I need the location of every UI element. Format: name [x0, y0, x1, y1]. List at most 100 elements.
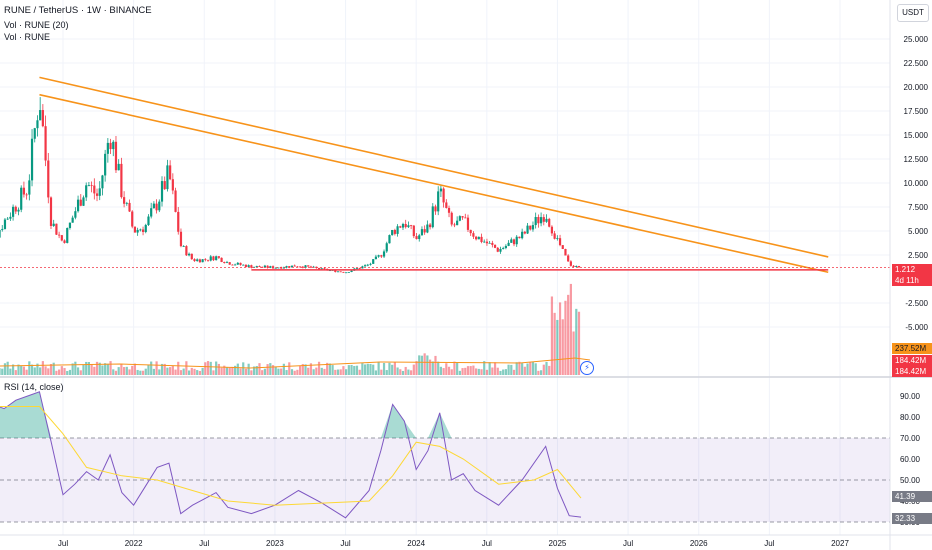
candle-body: [374, 256, 378, 260]
volume-bar: [523, 366, 526, 375]
volume-bar: [399, 369, 402, 375]
candle-body: [1, 228, 4, 230]
candle-body: [458, 216, 461, 221]
volume-bar: [518, 361, 521, 375]
volume-bar: [87, 362, 90, 375]
candle-body: [380, 255, 383, 257]
candle-body: [234, 264, 237, 266]
currency-badge[interactable]: USDT: [897, 4, 929, 22]
candle-body: [347, 272, 350, 273]
candle-body: [420, 229, 424, 236]
volume-bar: [228, 367, 231, 375]
candle-body: [201, 259, 204, 263]
candle-body: [466, 217, 470, 230]
volume-bar: [572, 331, 575, 375]
volume-bar: [428, 359, 432, 375]
volume-bar: [76, 367, 80, 375]
candle-body: [483, 241, 486, 243]
candle-body: [480, 236, 483, 242]
lightning-icon[interactable]: ⚡: [580, 361, 594, 375]
time-tick-label: 2026: [690, 539, 708, 548]
candle-body: [258, 266, 261, 268]
candle-body: [87, 185, 90, 187]
candle-body: [488, 242, 491, 244]
candle-body: [217, 256, 220, 258]
candle-body: [225, 262, 229, 263]
volume-bar: [266, 364, 269, 375]
candle-body: [385, 243, 388, 252]
candle-body: [47, 160, 50, 198]
volume-bar: [52, 362, 55, 375]
volume-bar: [217, 363, 220, 375]
volume-bar: [209, 361, 212, 375]
volume-bar: [117, 367, 120, 375]
volume-bar: [380, 369, 383, 375]
candle-body: [502, 248, 505, 249]
volume-bar: [550, 296, 554, 375]
volume-bars: [0, 283, 591, 375]
candle-body: [336, 271, 340, 273]
volume-bar: [30, 364, 34, 375]
volume-bar: [223, 365, 226, 375]
volume-bar: [85, 361, 88, 375]
lower-trendline[interactable]: [39, 93, 829, 274]
volume-bar: [445, 363, 448, 375]
candle-body: [117, 163, 120, 171]
volume-bar: [44, 366, 47, 375]
drawing-lines: [0, 76, 890, 274]
candle-body: [542, 217, 545, 222]
volume-bar: [472, 365, 475, 375]
volume-bar: [382, 362, 386, 375]
volume-bar: [17, 364, 20, 375]
volume-bar: [250, 370, 253, 375]
volume-bar: [244, 368, 248, 375]
volume-bar: [420, 355, 424, 375]
volume-bar: [90, 364, 93, 375]
volume-bar: [480, 369, 483, 375]
volume-bar: [434, 355, 437, 375]
volume-bar: [418, 355, 421, 375]
volume-bar: [190, 367, 193, 375]
volume-bar: [20, 366, 23, 375]
volume-bar: [564, 300, 567, 375]
time-tick-label: Jul: [199, 539, 209, 548]
volume-bar: [182, 368, 185, 375]
volume-bar: [521, 363, 524, 375]
volume-bar: [63, 368, 66, 375]
volume-bar: [14, 370, 17, 375]
volume-bar: [261, 370, 264, 375]
volume-bar: [556, 319, 559, 375]
candle-body: [434, 206, 437, 212]
candle-body: [518, 236, 521, 239]
price-tick-label: 5.000: [908, 227, 929, 236]
volume-bar: [423, 353, 426, 375]
volume-bar: [282, 363, 285, 375]
candle-body: [304, 265, 307, 268]
volume-bar: [326, 362, 329, 375]
volume-bar: [353, 365, 356, 375]
volume-bar: [439, 366, 443, 375]
candle-body: [461, 216, 464, 218]
volume-bar: [569, 283, 572, 375]
candle-body: [266, 265, 269, 268]
volume-bar: [242, 362, 245, 375]
volume-bar: [456, 362, 459, 375]
volume-bar: [350, 364, 353, 375]
candle-body: [307, 265, 310, 267]
volume-bar: [561, 319, 564, 375]
time-tick-label: Jul: [764, 539, 774, 548]
volume-bar: [299, 366, 302, 375]
rsi-tick-label: 60.00: [900, 455, 921, 464]
candle-body: [450, 212, 453, 225]
candle-body: [120, 163, 123, 198]
volume-bar: [79, 370, 82, 375]
upper-trendline[interactable]: [39, 76, 829, 258]
volume-bar: [280, 368, 283, 375]
candle-body: [17, 209, 20, 212]
volume-bar: [328, 363, 331, 375]
volume-bar: [512, 369, 516, 375]
candle-body: [274, 267, 277, 269]
candle-body: [193, 259, 196, 262]
candle-body: [106, 142, 109, 154]
